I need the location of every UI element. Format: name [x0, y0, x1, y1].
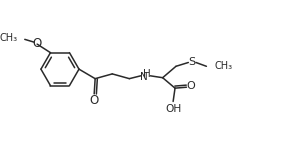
Text: O: O — [90, 94, 99, 107]
Text: N: N — [140, 72, 147, 82]
Text: O: O — [20, 30, 28, 40]
Text: CH₃: CH₃ — [0, 33, 18, 43]
Text: S: S — [189, 57, 196, 67]
Text: O: O — [187, 81, 196, 91]
Text: OH: OH — [165, 104, 181, 114]
Text: H: H — [142, 69, 150, 79]
Text: CH₃: CH₃ — [214, 61, 232, 71]
Text: O: O — [32, 37, 42, 50]
